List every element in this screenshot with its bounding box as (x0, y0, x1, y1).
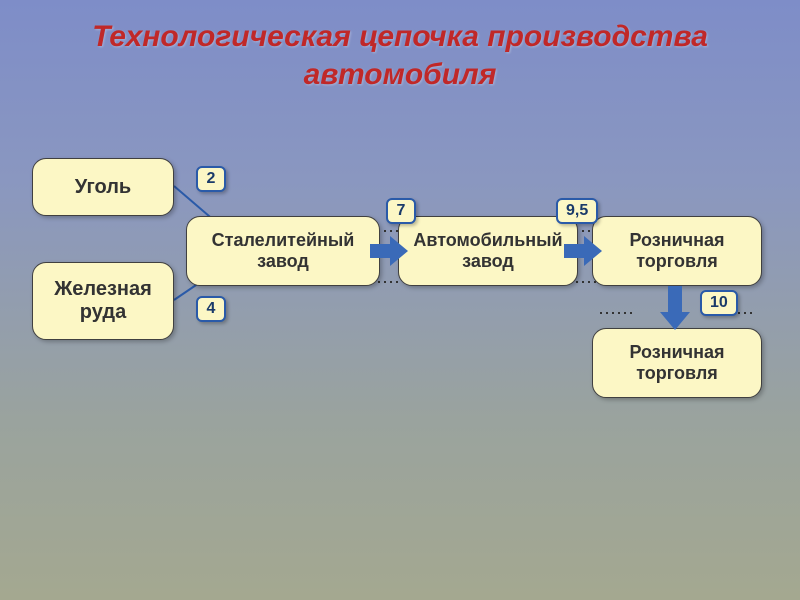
node-retail-top: Розничная торговля (592, 216, 762, 286)
node-iron-ore: Железная руда (32, 262, 174, 340)
node-retail-bottom: Розничная торговля (592, 328, 762, 398)
badge-label: 4 (207, 300, 216, 317)
node-steel-plant: Сталелитейный завод (186, 216, 380, 286)
badge-label: 9,5 (566, 202, 588, 219)
node-label: Сталелитейный завод (193, 230, 373, 272)
badge-7: 7 (386, 198, 416, 224)
badge-label: 2 (207, 170, 216, 187)
badge-label: 10 (710, 294, 728, 311)
badge-4: 4 (196, 296, 226, 322)
badge-9-5: 9,5 (556, 198, 598, 224)
node-label: Уголь (75, 176, 131, 199)
node-coal: Уголь (32, 158, 174, 216)
badge-label: 7 (397, 202, 406, 219)
node-label: Розничная торговля (599, 230, 755, 272)
page-title: Технологическая цепочка производства авт… (0, 18, 800, 93)
badge-2: 2 (196, 166, 226, 192)
node-label: Розничная торговля (599, 342, 755, 384)
node-label: Железная руда (39, 278, 167, 324)
node-auto-plant: Автомобильный завод (398, 216, 578, 286)
badge-10: 10 (700, 290, 738, 316)
node-label: Автомобильный завод (405, 230, 571, 272)
